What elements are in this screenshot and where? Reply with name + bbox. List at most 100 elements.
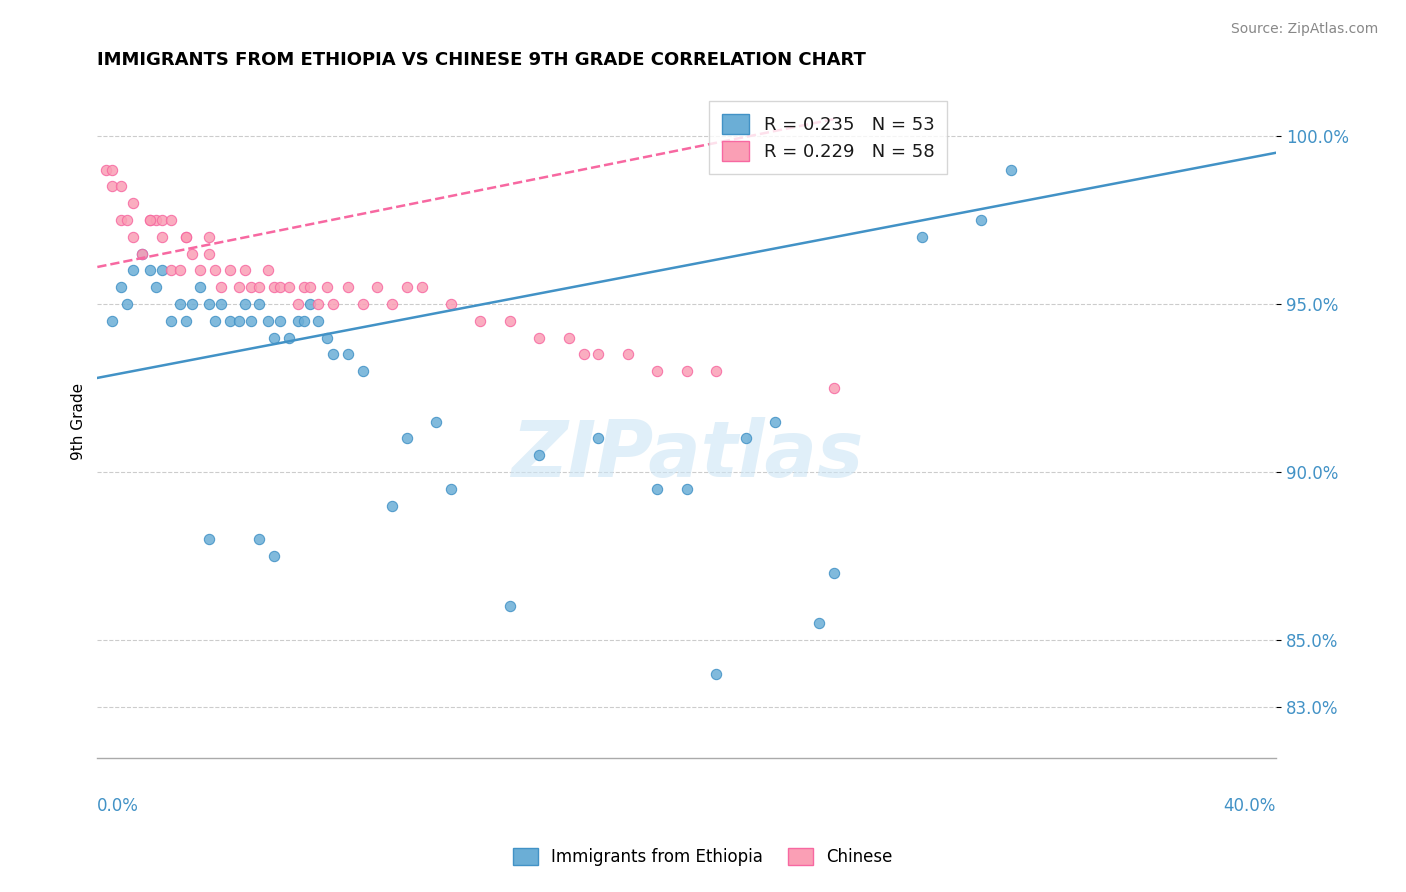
Point	[174, 229, 197, 244]
Point	[529, 330, 551, 344]
Point	[440, 297, 463, 311]
Point	[322, 297, 344, 311]
Text: 40.0%: 40.0%	[1223, 797, 1277, 814]
Point	[145, 213, 167, 227]
Text: ZIPatlas: ZIPatlas	[510, 417, 863, 493]
Point	[257, 314, 280, 328]
Point	[180, 297, 202, 311]
Point	[1000, 162, 1022, 177]
Point	[287, 297, 309, 311]
Point	[704, 364, 727, 378]
Point	[395, 280, 418, 294]
Point	[277, 330, 299, 344]
Point	[198, 246, 221, 260]
Point	[190, 280, 212, 294]
Point	[675, 364, 697, 378]
Y-axis label: 9th Grade: 9th Grade	[72, 383, 86, 460]
Point	[249, 533, 271, 547]
Point	[239, 280, 262, 294]
Point	[110, 280, 132, 294]
Point	[763, 415, 786, 429]
Legend: Immigrants from Ethiopia, Chinese: Immigrants from Ethiopia, Chinese	[505, 840, 901, 875]
Point	[529, 448, 551, 462]
Point	[209, 280, 232, 294]
Point	[352, 364, 374, 378]
Point	[558, 330, 581, 344]
Point	[257, 263, 280, 277]
Point	[150, 213, 173, 227]
Point	[704, 666, 727, 681]
Text: 0.0%: 0.0%	[97, 797, 139, 814]
Point	[316, 280, 339, 294]
Point	[263, 330, 285, 344]
Point	[121, 263, 143, 277]
Point	[381, 499, 404, 513]
Point	[352, 297, 374, 311]
Point	[228, 314, 250, 328]
Point	[572, 347, 595, 361]
Point	[823, 566, 845, 580]
Point	[228, 280, 250, 294]
Point	[307, 314, 329, 328]
Point	[645, 364, 668, 378]
Point	[96, 162, 118, 177]
Point	[249, 280, 271, 294]
Point	[174, 229, 197, 244]
Point	[190, 263, 212, 277]
Point	[588, 347, 610, 361]
Point	[198, 229, 221, 244]
Point	[145, 280, 167, 294]
Point	[911, 229, 934, 244]
Point	[131, 246, 153, 260]
Point	[139, 263, 162, 277]
Point	[139, 213, 162, 227]
Point	[180, 246, 202, 260]
Point	[499, 599, 522, 614]
Point	[617, 347, 640, 361]
Point	[169, 297, 191, 311]
Point	[131, 246, 153, 260]
Point	[110, 213, 132, 227]
Text: Source: ZipAtlas.com: Source: ZipAtlas.com	[1230, 22, 1378, 37]
Point	[823, 381, 845, 395]
Point	[198, 533, 221, 547]
Point	[160, 263, 183, 277]
Point	[645, 482, 668, 496]
Point	[425, 415, 447, 429]
Point	[298, 280, 321, 294]
Point	[440, 482, 463, 496]
Point	[499, 314, 522, 328]
Point	[160, 314, 183, 328]
Point	[298, 297, 321, 311]
Point	[174, 314, 197, 328]
Point	[233, 297, 256, 311]
Point	[150, 263, 173, 277]
Legend: R = 0.235   N = 53, R = 0.229   N = 58: R = 0.235 N = 53, R = 0.229 N = 58	[710, 102, 948, 174]
Point	[263, 280, 285, 294]
Point	[470, 314, 492, 328]
Text: IMMIGRANTS FROM ETHIOPIA VS CHINESE 9TH GRADE CORRELATION CHART: IMMIGRANTS FROM ETHIOPIA VS CHINESE 9TH …	[97, 51, 866, 69]
Point	[336, 280, 359, 294]
Point	[588, 431, 610, 445]
Point	[263, 549, 285, 563]
Point	[970, 213, 993, 227]
Point	[115, 213, 138, 227]
Point	[101, 314, 124, 328]
Point	[139, 213, 162, 227]
Point	[239, 314, 262, 328]
Point	[366, 280, 388, 294]
Point	[249, 297, 271, 311]
Point	[675, 482, 697, 496]
Point	[115, 297, 138, 311]
Point	[322, 347, 344, 361]
Point	[204, 263, 226, 277]
Point	[150, 229, 173, 244]
Point	[307, 297, 329, 311]
Point	[219, 263, 242, 277]
Point	[160, 213, 183, 227]
Point	[204, 314, 226, 328]
Point	[287, 314, 309, 328]
Point	[808, 616, 831, 631]
Point	[209, 297, 232, 311]
Point	[316, 330, 339, 344]
